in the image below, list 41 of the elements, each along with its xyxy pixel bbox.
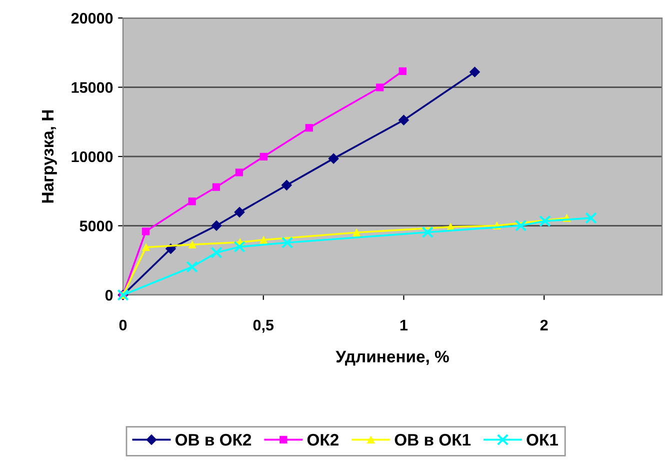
legend-label: ОК1 (526, 434, 558, 446)
point (422, 226, 434, 238)
x-tick-label: 2 (540, 320, 548, 330)
y-tick-label: 5000 (80, 220, 113, 232)
point (188, 240, 196, 248)
legend-label: ОВ в ОК1 (394, 434, 471, 446)
point (142, 228, 150, 236)
x-tick-label: 0 (119, 320, 127, 331)
legend-label: ОК2 (307, 434, 338, 446)
point (398, 67, 406, 76)
point (514, 220, 527, 232)
point (469, 66, 480, 78)
x-tick-label: 1 (400, 320, 408, 330)
point (235, 168, 244, 176)
y-tick-label: 20000 (71, 12, 113, 24)
point (281, 180, 292, 190)
point (212, 183, 220, 191)
point (328, 153, 339, 164)
x-tick-label: 0,5 (253, 320, 274, 333)
point (281, 236, 294, 249)
point (234, 206, 245, 218)
point (539, 215, 551, 227)
y-tick-label: 15000 (72, 82, 113, 93)
point (352, 228, 360, 236)
legend-label: ОВ в ОК2 (176, 434, 252, 446)
y-tick-label: 0 (105, 290, 113, 301)
point (210, 246, 222, 259)
point (260, 236, 268, 244)
point (376, 84, 384, 92)
point (234, 240, 246, 253)
point (305, 124, 313, 132)
point (188, 198, 196, 206)
point (585, 212, 597, 224)
x-axis-title: Удлинение, % (336, 350, 449, 366)
y-axis-title: Нагрузка, Н (42, 110, 57, 203)
point (260, 152, 268, 160)
point (398, 114, 409, 126)
y-tick-label: 10000 (72, 151, 113, 162)
point (186, 260, 198, 273)
point (211, 220, 222, 231)
point (142, 243, 150, 252)
